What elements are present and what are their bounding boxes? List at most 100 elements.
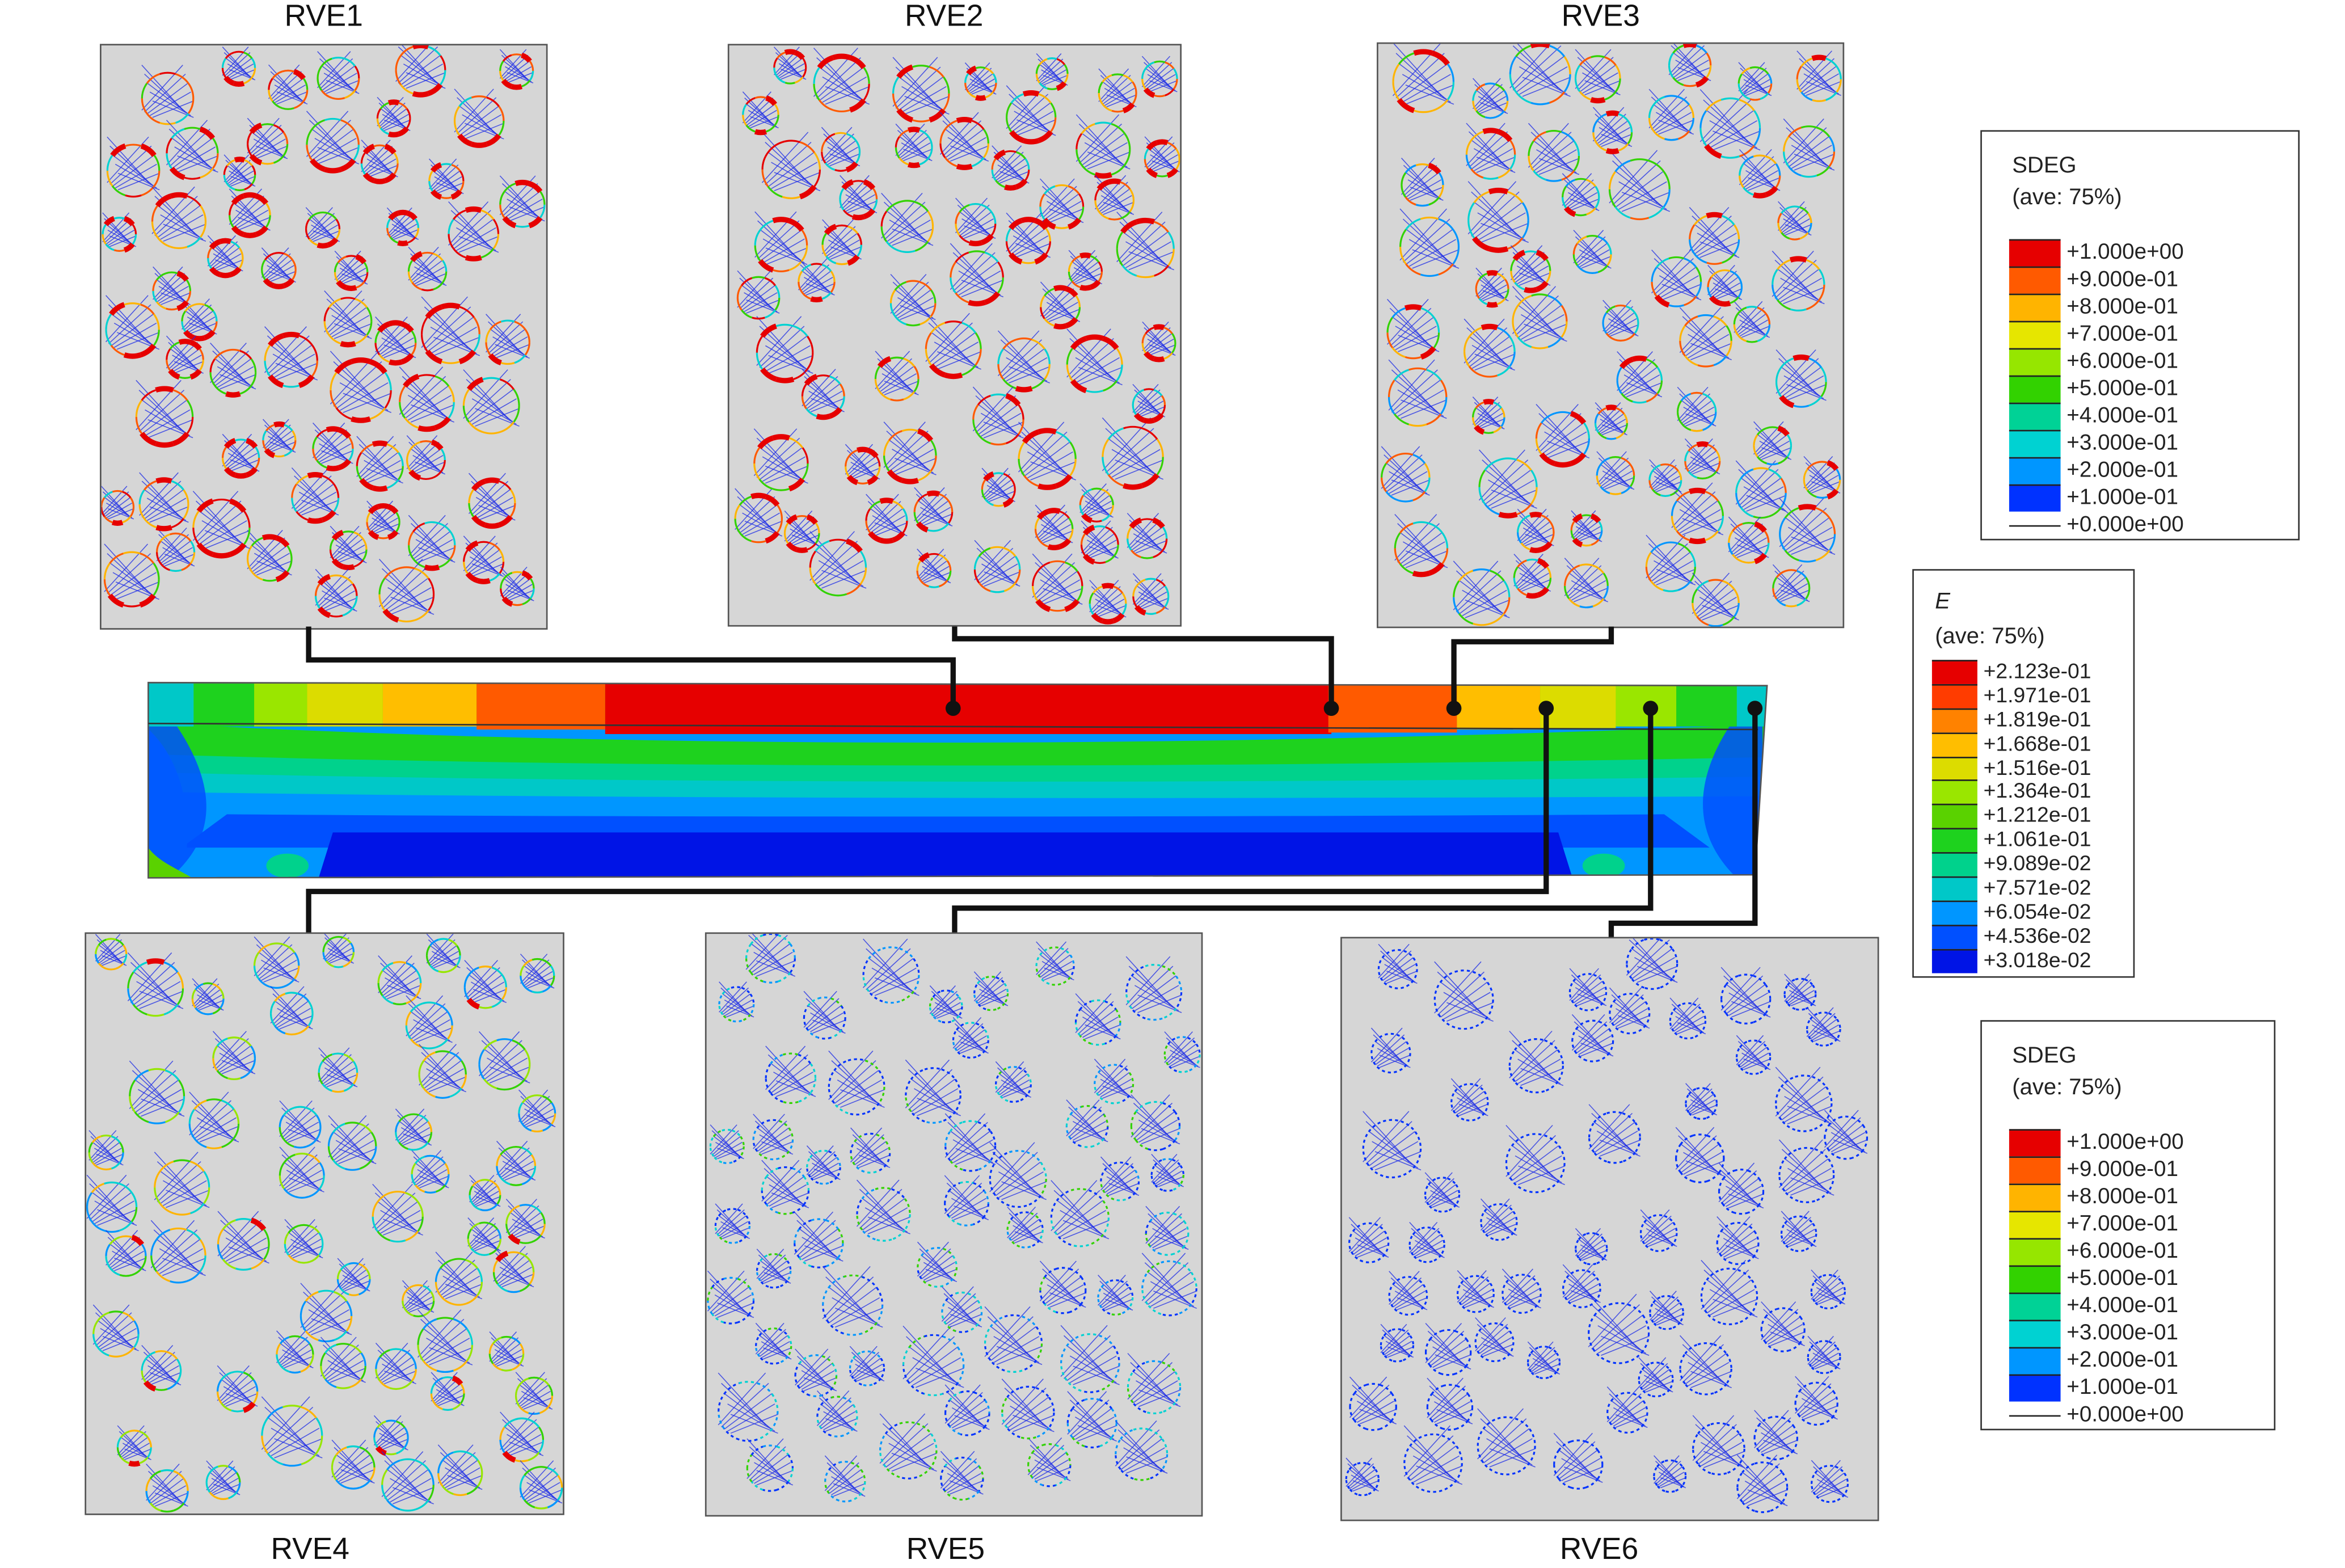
fiber (1467, 181, 1529, 253)
fiber (1018, 421, 1077, 490)
fiber (402, 1280, 435, 1317)
fiber (1648, 88, 1694, 141)
fiber (850, 1127, 891, 1174)
fiber (95, 934, 128, 971)
legend-label: +2.123e-01 (1983, 658, 2091, 683)
legend-scale: +2.123e-01 +1.971e-01 +1.819e-01 +1.668e-01… (1931, 658, 2091, 973)
fiber (1675, 1127, 1725, 1183)
fiber (816, 1390, 858, 1438)
legend-label: +1.212e-01 (1983, 802, 2091, 827)
fiber (145, 1464, 189, 1513)
fiber (809, 531, 867, 597)
fiber (485, 314, 530, 366)
legend-swatch (2009, 239, 2061, 267)
fiber (268, 64, 309, 110)
fiber (127, 952, 184, 1017)
fiber (406, 435, 446, 481)
fiber (1572, 230, 1612, 274)
fiber (1783, 118, 1836, 178)
fiber (1472, 397, 1505, 435)
fiber (940, 1451, 984, 1501)
fiber (1035, 941, 1075, 986)
fiber (1753, 421, 1793, 466)
fiber (1392, 44, 1455, 113)
fiber (1163, 1031, 1201, 1073)
fiber (984, 1306, 1043, 1373)
fiber (1735, 1035, 1772, 1075)
fiber-microstructure (707, 934, 1201, 1503)
legend-entry: +1.668e-01 (1931, 730, 2091, 756)
fiber (1720, 967, 1772, 1025)
fiber (1381, 446, 1431, 503)
fiber (221, 433, 260, 479)
fiber (1602, 300, 1639, 342)
fiber (1475, 267, 1509, 308)
fiber (1684, 438, 1721, 480)
fiber (435, 1251, 483, 1306)
fiber (1700, 1259, 1758, 1326)
fiber (806, 1145, 841, 1185)
fiber (217, 1211, 270, 1271)
fiber (1575, 1228, 1608, 1266)
fiber-microstructure (734, 47, 1180, 625)
fiber (378, 559, 435, 623)
fiber (425, 934, 461, 973)
fiber (944, 1175, 989, 1226)
rve1-title: RVE1 (284, 0, 363, 33)
legend-swatch (1931, 684, 1977, 709)
fiber (223, 154, 256, 191)
fiber (212, 1031, 256, 1080)
rve2-panel (727, 44, 1182, 627)
fiber (1692, 1415, 1745, 1476)
fiber (246, 530, 293, 583)
fiber (468, 473, 516, 529)
fiber (1570, 510, 1603, 547)
fiber (331, 1439, 376, 1490)
fiber (462, 369, 520, 435)
fiber (1006, 85, 1057, 145)
legend-label: +6.054e-02 (1983, 899, 2091, 924)
fiber (264, 326, 318, 389)
fiber (1388, 1271, 1428, 1316)
fiber (314, 568, 358, 618)
legend-label: +3.018e-02 (1983, 947, 2091, 972)
fiber (499, 49, 534, 90)
fiber (437, 1444, 483, 1497)
fiber (317, 51, 360, 100)
fiber (327, 1115, 377, 1171)
fiber-microstructure (86, 934, 563, 1513)
legend-entry: +4.000e-01 (2009, 402, 2184, 430)
fiber (374, 316, 417, 366)
fiber (105, 1230, 147, 1277)
fiber (1027, 1437, 1072, 1487)
fiber (138, 472, 189, 532)
legend-label: +1.668e-01 (1983, 730, 2091, 755)
fiber (1718, 1162, 1765, 1215)
rve1-panel (100, 44, 548, 630)
fiber (1592, 107, 1633, 154)
fiber (1074, 993, 1121, 1046)
fiber (734, 488, 783, 544)
fiber (1480, 1198, 1518, 1241)
fiber (1616, 351, 1663, 404)
fiber (1097, 1275, 1134, 1316)
fiber (892, 57, 950, 123)
fiber (1707, 264, 1743, 307)
fiber (813, 48, 870, 113)
fiber (1370, 1027, 1411, 1074)
legend-swatch (2009, 1238, 2061, 1266)
legend-entry: +1.212e-01 (1931, 802, 2091, 829)
fiber (448, 201, 500, 262)
fiber (1098, 68, 1137, 113)
fiber (428, 158, 465, 200)
legend-swatch (2009, 375, 2061, 403)
fiber (1032, 553, 1083, 612)
legend-swatch (2009, 1156, 2061, 1184)
fiber (1100, 1156, 1140, 1202)
fiber (101, 486, 135, 526)
fiber (1772, 564, 1811, 608)
fiber (972, 386, 1024, 446)
fiber (377, 955, 422, 1005)
fiber (1387, 359, 1448, 427)
